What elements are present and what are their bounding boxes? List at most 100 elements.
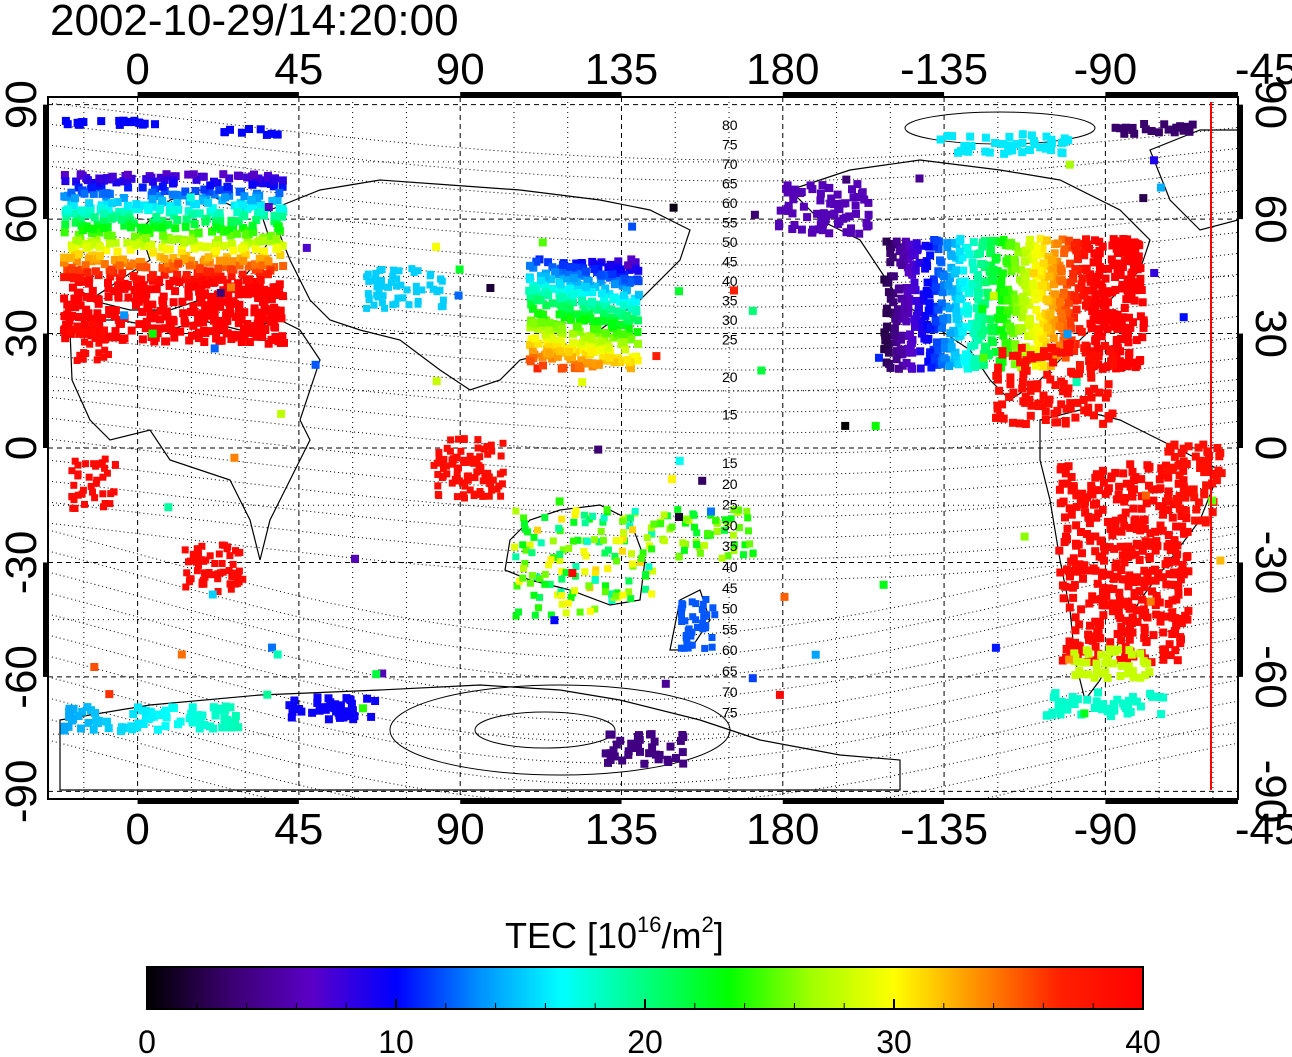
tec-cell	[218, 723, 227, 732]
tec-cell	[603, 343, 612, 352]
tec-cell	[592, 566, 600, 574]
tec-cell	[188, 331, 196, 340]
tec-cell	[1016, 358, 1025, 367]
tec-cell	[1038, 362, 1047, 371]
tec-cell	[1159, 510, 1168, 519]
tec-cell	[589, 512, 597, 520]
tec-cell	[950, 329, 959, 338]
tec-cell	[683, 639, 691, 647]
tec-cell	[1154, 128, 1163, 137]
tec-cell	[1057, 148, 1066, 157]
tec-cell	[1118, 575, 1127, 584]
tec-cell	[652, 352, 661, 361]
tec-cell	[132, 275, 141, 284]
tec-cell	[1104, 584, 1113, 593]
tec-cell	[893, 310, 902, 319]
tec-cell	[234, 574, 242, 582]
tec-cell	[81, 261, 90, 270]
tec-cell	[219, 170, 228, 179]
tec-cell	[1055, 546, 1064, 555]
tec-cell	[757, 366, 766, 375]
tec-cell	[998, 347, 1007, 356]
tec-cell	[572, 507, 580, 515]
tec-cell	[378, 276, 385, 284]
tec-cell	[1066, 404, 1075, 413]
tec-cell	[1142, 499, 1151, 508]
tec-cell	[89, 725, 98, 734]
tec-cell	[645, 749, 654, 758]
tec-cell	[1191, 516, 1200, 525]
tec-cell	[974, 274, 983, 283]
tec-cell	[863, 222, 872, 231]
tec-cell	[261, 325, 270, 334]
tec-cell	[1043, 711, 1052, 720]
tec-cell	[1132, 697, 1141, 706]
tec-cell	[1131, 278, 1140, 287]
tec-cell	[594, 445, 603, 454]
tec-cell	[1156, 484, 1165, 493]
tec-cell	[1160, 120, 1169, 129]
tec-cell	[136, 263, 145, 272]
tec-cell	[239, 575, 247, 583]
tec-cell	[956, 283, 964, 292]
tec-cell	[619, 301, 628, 310]
tec-cell	[268, 313, 276, 322]
tec-cell	[593, 305, 602, 314]
tec-cell	[1156, 521, 1165, 530]
tec-cell	[74, 278, 83, 286]
tec-cell	[486, 284, 495, 292]
tec-cell	[1067, 473, 1076, 481]
tec-cell	[190, 308, 199, 317]
tec-cell	[1125, 646, 1134, 655]
tec-cell	[1208, 496, 1217, 505]
tec-cell	[1095, 237, 1104, 246]
tec-cell	[466, 486, 474, 494]
lon-tick-bottom: 0	[125, 805, 149, 854]
tec-cell	[1068, 693, 1077, 701]
tec-cell	[247, 202, 256, 211]
tec-cell	[1091, 249, 1100, 258]
tec-cell	[205, 258, 214, 267]
tec-cell	[1072, 373, 1081, 382]
tec-cell	[162, 307, 171, 316]
tec-cell	[1179, 444, 1188, 453]
tec-cell	[66, 254, 75, 262]
tec-cell	[909, 260, 918, 269]
tec-cell	[1098, 364, 1107, 373]
tec-cell	[650, 737, 659, 746]
tec-cell	[75, 250, 83, 259]
tec-cell	[375, 287, 383, 295]
tec-cell	[934, 305, 943, 314]
tec-cell	[91, 494, 99, 502]
tec-cell	[546, 580, 554, 588]
tec-cell	[94, 179, 103, 187]
tec-cell	[228, 573, 236, 580]
tec-cell	[977, 322, 986, 331]
tec-cell	[243, 235, 252, 244]
tec-cell	[374, 293, 382, 301]
tec-cell	[68, 467, 76, 475]
tec-cell	[819, 219, 827, 228]
frame-bar-right	[1238, 104, 1243, 220]
tec-cell	[1090, 302, 1098, 311]
tec-cell	[600, 305, 609, 314]
tec-cell	[447, 436, 455, 444]
tec-cell	[1163, 542, 1172, 551]
tec-cell	[1116, 124, 1125, 133]
tec-cell	[1174, 479, 1183, 488]
tec-cell	[206, 552, 214, 560]
tec-cell	[621, 345, 630, 354]
tec-cell	[1061, 469, 1070, 478]
tec-cell	[363, 273, 371, 281]
tec-cell	[581, 519, 589, 527]
tec-cell	[1092, 595, 1101, 604]
tec-cell	[1091, 617, 1100, 626]
tec-cell	[418, 286, 426, 294]
tec-cell	[155, 324, 164, 333]
tec-cell	[1128, 467, 1137, 476]
frame-bar-right	[1238, 562, 1243, 677]
tec-cell	[1113, 268, 1122, 277]
tec-cell	[264, 257, 273, 266]
tec-cell	[1038, 244, 1047, 253]
tec-cell	[875, 353, 883, 362]
